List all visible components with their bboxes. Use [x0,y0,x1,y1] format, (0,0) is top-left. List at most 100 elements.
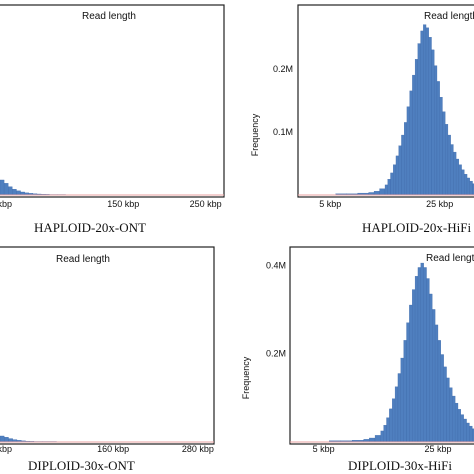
y-axis-label: Frequency [250,113,260,156]
y-tick-label: 0.2M [266,349,286,359]
histogram-bar [447,134,451,196]
histogram-bar [414,59,418,196]
histogram-bar [445,124,449,196]
y-axis-label: Frequency [241,356,251,399]
histogram-bar [443,366,447,443]
histogram-bar [446,377,450,443]
panel-caption: HAPLOID-20x-HiFi [362,220,471,235]
histogram-bar [431,49,435,196]
histogram-bar [466,422,470,443]
histogram-bar [412,289,416,443]
histogram-bar [4,437,9,443]
histogram-bar [395,155,399,196]
histogram-bar [436,81,440,196]
histogram-bar [426,278,430,443]
y-tick-label: 0.2M [273,64,293,74]
histogram-bar [454,402,459,443]
x-tick-labels: 5 kbp 25 kbp [319,199,453,209]
histogram-bar [409,90,413,196]
histogram-bar [401,134,405,196]
histogram-bar [466,177,470,196]
histogram-bars [335,24,474,196]
histogram-bars [0,435,135,443]
histogram-bar [369,437,376,443]
histogram-bar [393,164,397,196]
x-tick-label: 160 kbp [97,444,129,454]
histogram-bar [463,418,467,443]
panel-haploid-20x-ont: Read length kbp 150 kbp 250 kbp HAPLOID-20… [0,4,225,235]
panel-title: Read length [56,254,110,265]
histogram-bar [442,111,446,196]
histogram-bar [392,398,396,443]
histogram-bar [12,189,17,196]
histogram-bar [412,74,416,196]
panel-caption: DIPLOID-30x-HiFi [348,458,452,473]
histogram-bar [0,179,5,196]
histogram-bar [449,387,453,443]
histogram-bar [464,174,468,196]
histogram-bar [406,106,410,196]
histogram-bar [425,27,429,196]
histogram-bar [397,373,401,443]
panel-haploid-20x-hifi: Read length Frequency 0.1M 0.2M 5 kbp 25 k… [250,4,474,235]
y-tick-labels: 0.2M 0.4M [266,260,286,358]
histogram-bar [434,324,439,443]
histogram-bar [420,30,424,196]
histogram-bar [469,425,473,443]
histogram-bar [386,417,390,443]
x-tick-labels: kbp 150 kbp 250 kbp [0,199,222,209]
histogram-bar [8,186,13,196]
histogram-bar [409,304,413,443]
histogram-bar [374,435,381,443]
panel-caption: DIPLOID-30x-ONT [28,458,135,473]
histogram-bar [450,144,454,196]
histogram-bar [398,145,402,196]
histogram-bar [379,188,386,196]
histogram-bar [417,43,421,196]
histogram-bar [0,435,5,443]
histogram-bar [400,357,404,443]
plot-frame [297,4,474,198]
histogram-bar [423,267,427,443]
histogram-bar [432,309,436,443]
histogram-bar [417,267,421,443]
histogram-bar [394,386,399,443]
histogram-bar [458,164,462,196]
x-tick-label: 25 kbp [426,199,453,209]
histogram-bars [329,262,474,443]
panel-diploid-30x-ont: Read length kbp 160 kbp 280 kbp DIPLOID-30… [0,246,215,473]
histogram-bar [469,180,473,196]
x-tick-label: 150 kbp [107,199,139,209]
histogram-bar [452,395,456,443]
histogram-bar [428,37,432,196]
histogram-bar [404,122,408,196]
histogram-bar [420,262,424,443]
histogram-bar [390,172,394,196]
histogram-bar [439,97,443,196]
histogram-bar [437,340,441,443]
panel-title: Read length [82,11,136,22]
x-tick-label: 250 kbp [190,199,222,209]
plot-frame [0,4,225,198]
histogram-bar [414,276,419,443]
y-tick-labels: 0.1M 0.2M [273,64,293,137]
histogram-bar [453,151,457,196]
y-tick-label: 0.1M [273,127,293,137]
histogram-bar [8,438,13,443]
histogram-bar [440,354,444,443]
plot-frame [289,246,474,445]
panel-diploid-30x-hifi: Read length Frequency 0.2M 0.4M 5 kbp 25 k… [241,246,474,473]
histogram-bar [387,179,391,196]
histogram-bar [460,414,464,443]
x-tick-label: 280 kbp [182,444,214,454]
histogram-bars [0,179,149,196]
histogram-bar [406,322,410,443]
histogram-bar [403,340,407,443]
histogram-bar [384,184,388,196]
x-tick-label: 25 kbp [424,444,451,454]
plot-frame [0,246,215,445]
panel-title: Read length [426,253,474,264]
histogram-bar [461,169,465,196]
histogram-bar [457,409,461,443]
